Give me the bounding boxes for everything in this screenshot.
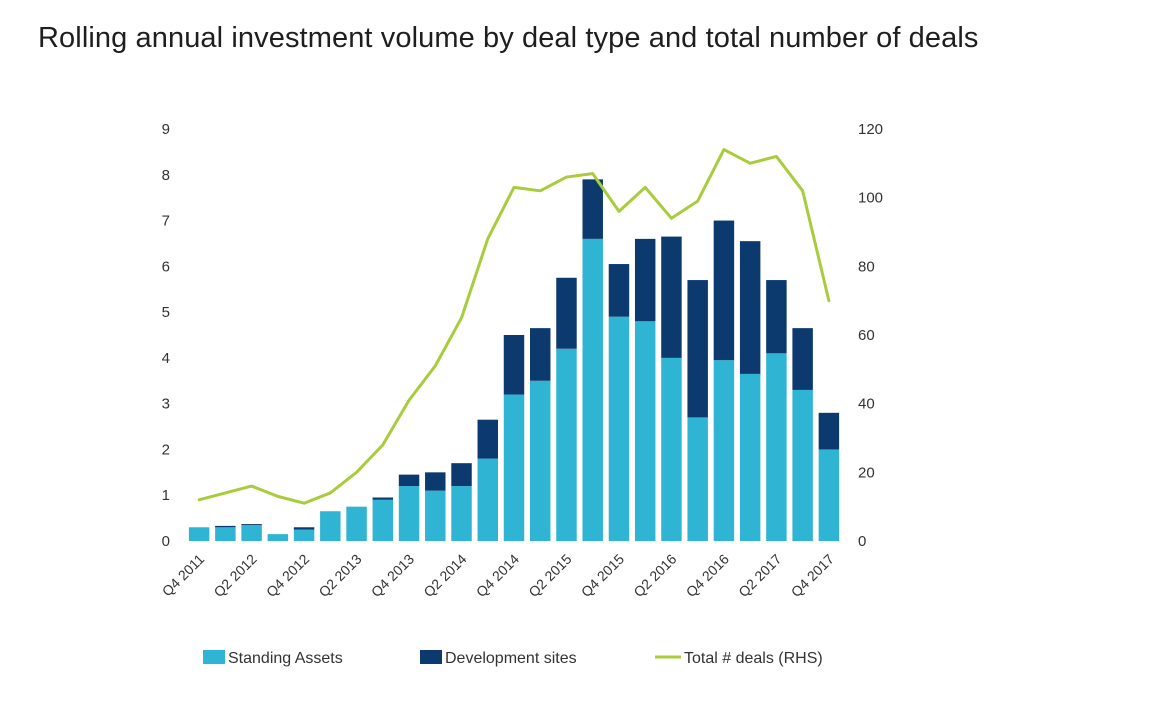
x-axis-tick-label: Q4 2012: [263, 551, 312, 600]
bar-standing-assets: [477, 458, 498, 541]
bar-standing-assets: [608, 316, 630, 541]
left-axis-tick-label: 0: [162, 533, 170, 550]
x-axis-tick-label: Q4 2016: [683, 551, 732, 600]
x-axis-tick-label: Q4 2013: [368, 551, 417, 600]
bar-development-sites: [530, 328, 551, 381]
bar-standing-assets: [766, 353, 787, 541]
right-axis-tick-label: 80: [858, 258, 875, 275]
bar-standing-assets: [818, 449, 840, 541]
right-axis: 0 20 40 60 80 100 120: [858, 121, 883, 550]
bar-development-sites: [293, 527, 315, 530]
x-axis-tick-label: Q2 2015: [525, 551, 574, 600]
x-axis-tick-label: Q2 2016: [630, 551, 679, 600]
legend-swatch-standing-assets: [203, 650, 225, 664]
bar-standing-assets: [713, 360, 735, 541]
bar-development-sites: [556, 277, 577, 349]
left-axis-tick-label: 3: [162, 396, 170, 413]
x-axis-tick-label: Q2 2017: [735, 551, 784, 600]
bar-development-sites: [477, 419, 498, 459]
bar-standing-assets: [739, 373, 761, 541]
bar-development-sites: [687, 280, 708, 418]
bar-development-sites: [634, 238, 656, 322]
bar-standing-assets: [215, 527, 236, 541]
right-axis-tick-label: 40: [858, 396, 875, 413]
left-axis: 0 1 2 3 4 5 6 7 8 9: [162, 121, 170, 550]
bar-standing-assets: [398, 486, 420, 541]
legend: Standing Assets Development sites Total # …: [203, 650, 823, 667]
bar-standing-assets: [188, 527, 210, 541]
bar-development-sites: [818, 412, 840, 450]
bar-standing-assets: [634, 321, 656, 541]
bar-standing-assets: [346, 506, 367, 541]
x-axis-tick-label: Q4 2015: [578, 551, 627, 600]
line-layer: [197, 148, 831, 505]
bar-development-sites: [608, 264, 630, 317]
bar-development-sites: [766, 280, 787, 354]
bar-standing-assets: [687, 417, 708, 541]
left-axis-tick-label: 7: [162, 213, 170, 230]
legend-swatch-development-sites: [420, 650, 442, 664]
x-axis-tick-label: Q2 2012: [210, 551, 259, 600]
bar-standing-assets: [792, 389, 813, 541]
x-axis-tick-label: Q2 2013: [315, 551, 364, 600]
bar-development-sites: [503, 335, 525, 395]
chart-title: Rolling annual investment volume by deal…: [38, 22, 979, 54]
right-axis-tick-label: 60: [858, 327, 875, 344]
bar-development-sites: [739, 241, 761, 374]
bar-group: [188, 179, 840, 541]
bar-standing-assets: [556, 348, 577, 541]
bar-development-sites: [425, 472, 446, 491]
bar-standing-assets: [661, 357, 682, 541]
left-axis-tick-label: 1: [162, 487, 170, 504]
legend-label-development-sites: Development sites: [445, 650, 577, 667]
bar-standing-assets: [503, 394, 525, 541]
bar-development-sites: [215, 525, 236, 528]
left-axis-tick-label: 8: [162, 167, 170, 184]
right-axis-tick-label: 120: [858, 121, 883, 138]
bar-development-sites: [713, 220, 735, 361]
bar-development-sites: [241, 524, 262, 525]
line-total-deals: [197, 148, 831, 505]
x-axis-tick-label: Q2 2014: [420, 551, 469, 600]
x-axis-tick-label: Q4 2017: [788, 551, 837, 600]
bar-development-sites: [372, 497, 394, 500]
bar-development-sites: [582, 179, 603, 239]
bar-standing-assets: [582, 238, 603, 541]
left-axis-tick-label: 2: [162, 441, 170, 458]
bar-standing-assets: [241, 524, 262, 541]
left-axis-tick-label: 9: [162, 121, 170, 138]
x-axis-tick-label: Q4 2011: [159, 551, 208, 600]
x-axis: Q4 2011 Q2 2012 Q4 2012 Q2 2013 Q4 2013 Q2 20…: [159, 551, 837, 600]
bar-standing-assets: [451, 486, 472, 541]
left-axis-tick-label: 5: [162, 304, 170, 321]
left-axis-tick-label: 4: [162, 350, 170, 367]
bar-standing-assets: [320, 511, 341, 541]
right-axis-tick-label: 20: [858, 464, 875, 481]
bar-standing-assets: [530, 380, 551, 541]
right-axis-tick-label: 0: [858, 533, 866, 550]
bar-standing-assets: [267, 534, 289, 541]
bar-development-sites: [451, 463, 472, 487]
bar-development-sites: [398, 474, 420, 487]
x-axis-tick-label: Q4 2014: [473, 551, 522, 600]
legend-label-standing-assets: Standing Assets: [228, 650, 343, 667]
legend-label-total-deals: Total # deals (RHS): [684, 650, 823, 667]
right-axis-tick-label: 100: [858, 190, 883, 207]
bar-development-sites: [661, 236, 682, 358]
bar-development-sites: [792, 328, 813, 390]
bar-standing-assets: [372, 499, 394, 541]
bar-standing-assets: [293, 529, 315, 541]
left-axis-tick-label: 6: [162, 258, 170, 275]
bar-standing-assets: [425, 490, 446, 541]
